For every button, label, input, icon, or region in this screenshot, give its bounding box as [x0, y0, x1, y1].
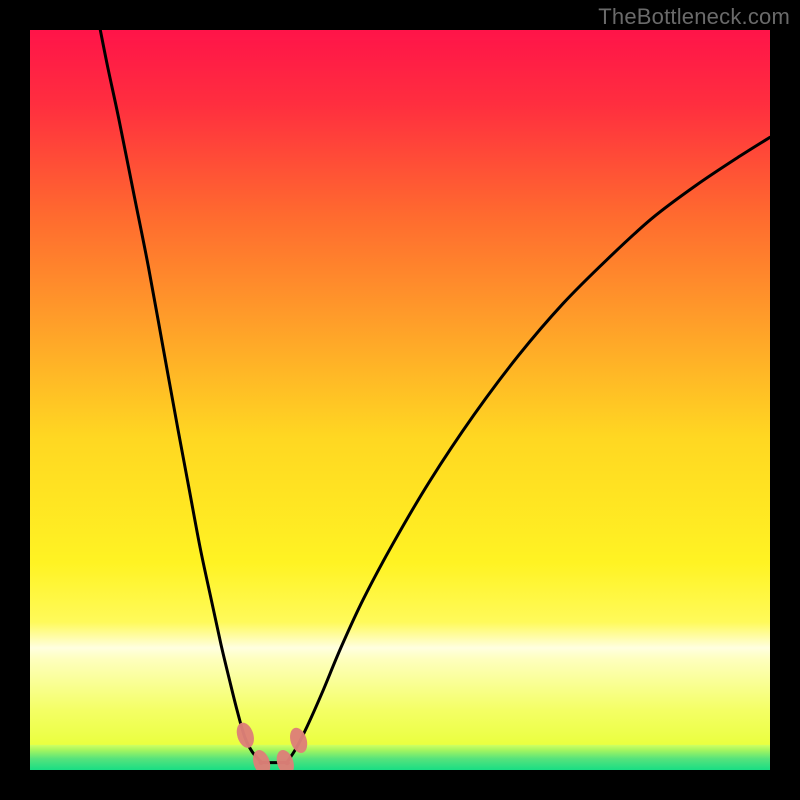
plot-svg [30, 30, 770, 770]
chart-frame: TheBottleneck.com [0, 0, 800, 800]
green-band [30, 745, 770, 770]
plot-area [30, 30, 770, 770]
watermark-text: TheBottleneck.com [598, 4, 790, 30]
gradient-background [30, 30, 770, 770]
